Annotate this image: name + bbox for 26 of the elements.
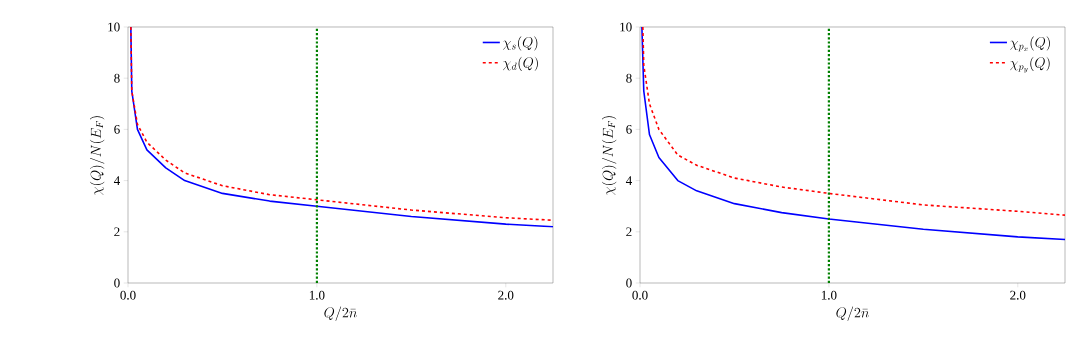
legend-label: $\chi_{p_x}(Q)$ [1010,36,1050,52]
legend-label: $\chi_s(Q)$ [503,36,538,51]
y-tick-label: 10 [108,22,120,32]
y-tick-label: 2 [626,227,632,237]
y-tick-label: 6 [626,125,632,134]
y-tick-label: 0 [626,278,632,288]
legend-label: $\chi_d(Q)$ [503,56,538,72]
y-tick-label: 10 [620,22,632,32]
x-tick-label: 1.0 [309,290,325,300]
x-tick-label: 0.0 [632,290,648,300]
y-tick-label: 6 [114,125,120,134]
y-axis-title: $\chi(Q)/N(E_F)$ [89,116,105,195]
y-tick-label: 8 [626,73,632,83]
y-tick-label: 0 [114,278,120,288]
y-tick-label: 4 [625,176,633,185]
legend-label: $\chi_{p_y}(Q)$ [1010,56,1050,73]
x-tick-label: 2.0 [498,290,514,300]
y-axis-title: $\chi(Q)/N(E_F)$ [601,116,617,195]
x-axis-title: $Q/2\bar{n}$ [324,306,357,321]
x-tick-label: 1.0 [821,290,837,300]
x-tick-label: 2.0 [1010,290,1026,300]
y-tick-label: 8 [114,73,120,83]
y-tick-label: 4 [113,176,121,185]
y-tick-label: 2 [114,227,120,237]
x-axis-title: $Q/2\bar{n}$ [836,306,869,321]
x-tick-label: 0.0 [120,290,136,300]
